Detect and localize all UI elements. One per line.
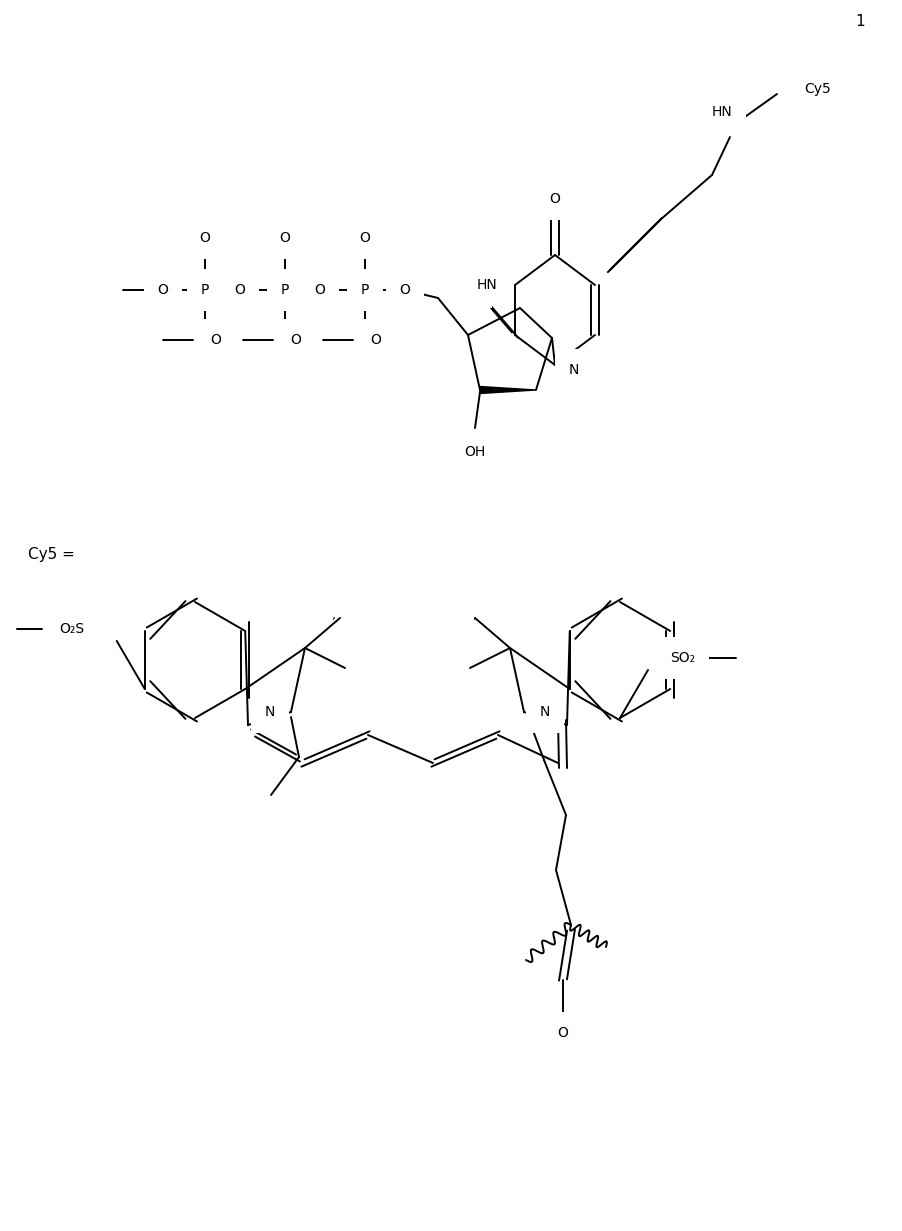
Text: P: P: [201, 283, 209, 297]
Text: O: O: [235, 283, 245, 297]
Text: N: N: [540, 705, 550, 719]
Text: O: O: [199, 231, 210, 245]
Text: O: O: [557, 1025, 568, 1040]
Text: Cy5: Cy5: [804, 82, 831, 96]
Text: O: O: [280, 231, 290, 245]
Text: O: O: [467, 279, 478, 294]
Text: 1: 1: [855, 15, 865, 30]
Text: ,: ,: [332, 609, 336, 623]
Text: O₂S: O₂S: [60, 622, 85, 636]
Text: ,: ,: [473, 609, 477, 623]
Polygon shape: [480, 387, 536, 394]
Text: N: N: [264, 705, 275, 719]
Text: O: O: [210, 334, 221, 347]
Text: O: O: [290, 334, 301, 347]
Text: N: N: [569, 363, 579, 377]
Text: HN: HN: [712, 105, 732, 119]
Text: OH: OH: [465, 444, 485, 459]
Text: O: O: [360, 231, 371, 245]
Text: O: O: [549, 192, 560, 206]
Text: O: O: [158, 283, 169, 297]
Text: O: O: [315, 283, 326, 297]
Text: SO₂: SO₂: [670, 651, 695, 665]
Text: P: P: [281, 283, 290, 297]
Text: HN: HN: [476, 278, 497, 292]
Text: Cy5 =: Cy5 =: [28, 548, 75, 563]
Text: O: O: [400, 283, 410, 297]
Text: O: O: [370, 334, 381, 347]
Text: P: P: [361, 283, 369, 297]
